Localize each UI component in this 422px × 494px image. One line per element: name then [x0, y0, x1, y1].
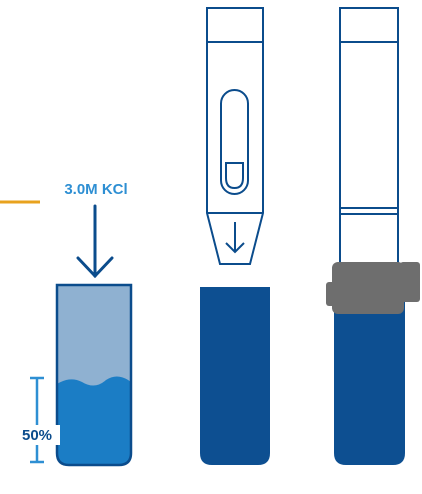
- label-backdrop: [14, 425, 60, 445]
- cap: [326, 262, 420, 314]
- electrode-outline: [206, 7, 264, 265]
- tube-dark: [200, 287, 270, 465]
- tube-with-solution: [55, 283, 133, 467]
- down-arrow: [76, 204, 114, 279]
- fill-level-label: 50%: [22, 427, 52, 444]
- level-bracket: [30, 376, 44, 464]
- tube-capped: [334, 300, 405, 465]
- electrode-body: [339, 7, 399, 267]
- solution-label: 3.0M KCl: [64, 181, 127, 198]
